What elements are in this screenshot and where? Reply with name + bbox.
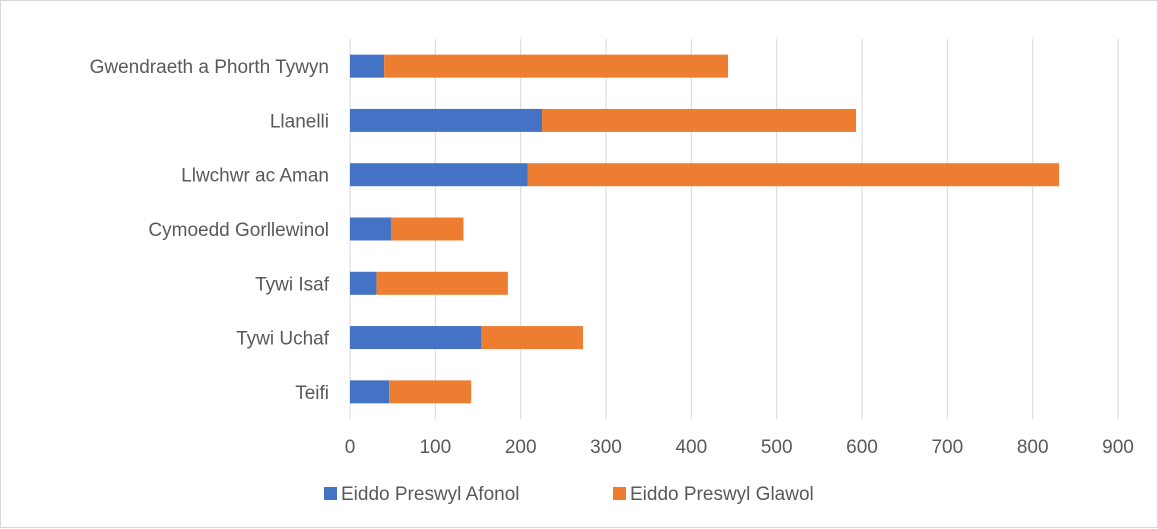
x-tick-label: 800 bbox=[1017, 437, 1049, 458]
category-labels: Gwendraeth a Phorth Tywyn Llanelli Llwchwr… bbox=[90, 57, 330, 404]
legend-swatch-afonol bbox=[324, 487, 337, 500]
bar-afonol bbox=[350, 271, 377, 295]
x-tick-label: 500 bbox=[761, 437, 793, 458]
bar-afonol bbox=[350, 217, 391, 241]
bar-afonol bbox=[350, 380, 390, 404]
bar-afonol bbox=[350, 54, 385, 78]
bars bbox=[350, 54, 1060, 404]
legend-label-glawol: Eiddo Preswyl Glawol bbox=[630, 484, 814, 505]
x-tick-label: 300 bbox=[590, 437, 622, 458]
bar-glawol bbox=[527, 163, 1060, 187]
x-tick-label: 400 bbox=[675, 437, 707, 458]
category-label: Cymoedd Gorllewinol bbox=[148, 220, 329, 241]
category-label: Tywi Uchaf bbox=[236, 329, 330, 350]
bar-afonol bbox=[350, 108, 542, 132]
x-tick-label: 600 bbox=[846, 437, 878, 458]
legend-label-afonol: Eiddo Preswyl Afonol bbox=[341, 484, 520, 505]
bar-glawol bbox=[481, 326, 583, 350]
x-tick-label: 900 bbox=[1102, 437, 1134, 458]
x-tick-label: 700 bbox=[931, 437, 963, 458]
category-label: Teifi bbox=[295, 383, 329, 404]
bar-glawol bbox=[384, 54, 729, 78]
legend-swatch-glawol bbox=[613, 487, 626, 500]
x-tick-label: 200 bbox=[505, 437, 537, 458]
bar-glawol bbox=[390, 217, 464, 241]
category-label: Gwendraeth a Phorth Tywyn bbox=[90, 57, 329, 78]
bar-afonol bbox=[350, 163, 528, 187]
category-label: Llanelli bbox=[270, 111, 329, 132]
bar-glawol bbox=[389, 380, 472, 404]
category-label: Llwchwr ac Aman bbox=[181, 166, 329, 187]
bar-afonol bbox=[350, 326, 482, 350]
legend: Eiddo Preswyl Afonol Eiddo Preswyl Glawo… bbox=[324, 484, 814, 505]
x-tick-label: 100 bbox=[419, 437, 451, 458]
x-axis-tick-labels: 0 100 200 300 400 500 600 700 800 900 bbox=[345, 437, 1134, 458]
bar-glawol bbox=[376, 271, 508, 295]
gridlines bbox=[349, 39, 1119, 419]
bar-glawol bbox=[542, 108, 857, 132]
category-label: Tywi Isaf bbox=[255, 274, 330, 295]
x-tick-label: 0 bbox=[345, 437, 356, 458]
